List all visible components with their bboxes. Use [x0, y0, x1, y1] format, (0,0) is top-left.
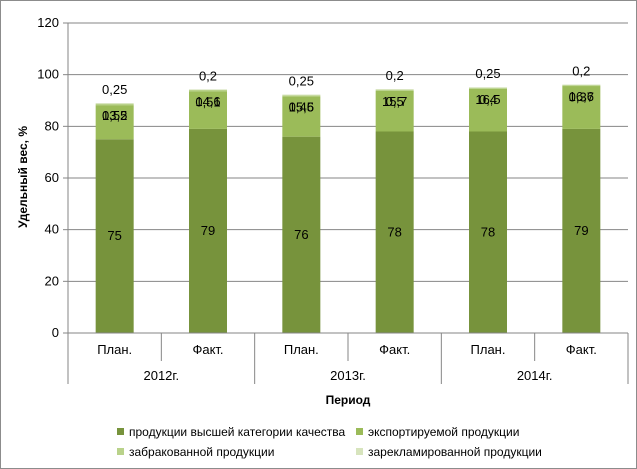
data-label: 78	[481, 224, 495, 239]
data-label: 0,5	[386, 94, 404, 109]
bar-segment	[469, 87, 507, 88]
bar-segment	[189, 128, 227, 333]
bar-segment	[282, 95, 321, 97]
data-label: 0,2	[199, 68, 217, 83]
data-label: 16,5	[475, 92, 500, 107]
data-label: 15,7	[382, 94, 407, 109]
legend-label: экспортируемой продукции	[368, 425, 519, 439]
bar-segment	[375, 90, 414, 132]
x-category-label: Факт.	[379, 342, 410, 357]
bar-segment	[189, 91, 227, 129]
bar-segment	[375, 131, 414, 333]
bar-segment	[189, 89, 227, 92]
data-label: 15,6	[289, 99, 314, 114]
legend-swatch	[356, 428, 363, 435]
y-tick-label: 100	[37, 67, 59, 82]
bar-segment	[469, 131, 507, 333]
legend-swatch	[117, 428, 124, 435]
data-label: 0,25	[102, 82, 127, 97]
data-label: 78	[387, 224, 401, 239]
bar-segment	[282, 136, 321, 333]
bar-segment	[95, 105, 134, 140]
legend: продукции высшей категории качества экспо…	[117, 425, 542, 459]
bar-segment	[469, 88, 507, 132]
data-label: 0,2	[572, 64, 590, 79]
bar-segment	[95, 103, 134, 106]
x-category-label: План.	[471, 342, 506, 357]
bar-segment	[95, 103, 134, 104]
bars	[95, 84, 601, 333]
data-label: 79	[574, 223, 588, 238]
y-tick-label: 0	[52, 325, 59, 340]
bar-segment	[282, 94, 321, 96]
x-category-label: Факт.	[566, 342, 597, 357]
y-tick-label: 120	[37, 15, 59, 30]
legend-swatch	[117, 448, 124, 455]
y-axis: 0 20 40 60 80 100 120	[37, 15, 69, 340]
x-category-label: Факт.	[192, 342, 223, 357]
legend-label: зарекламированной продукции	[368, 445, 542, 459]
data-label: 13,2	[102, 108, 127, 123]
x-category-label: План.	[284, 342, 319, 357]
data-label: 0,51	[195, 94, 220, 109]
bar-segment	[562, 86, 601, 129]
y-axis-title: Удельный вес, %	[16, 126, 30, 228]
data-label: 75	[107, 228, 121, 243]
x-group-label: 2012г.	[143, 368, 179, 383]
bar-segment	[189, 89, 227, 90]
y-tick-label: 20	[45, 273, 59, 288]
bar-segment	[562, 85, 601, 87]
data-label: 14,6	[195, 94, 220, 109]
data-label: 0,37	[569, 90, 594, 105]
x-axis-title: Период	[326, 393, 371, 407]
y-tick-label: 80	[45, 118, 59, 133]
data-label: 79	[201, 223, 215, 238]
bar-segment	[562, 128, 601, 333]
data-label: 0,2	[386, 68, 404, 83]
bar-segment	[562, 84, 601, 86]
bar-labels: 75 13,20,55 0,25 79 14,60,51 0,2 76 15,60,45 0,2…	[102, 64, 594, 244]
y-tick-label: 60	[45, 170, 59, 185]
data-label: 0,25	[289, 74, 314, 89]
data-label: 0,45	[289, 100, 314, 115]
legend-label: продукции высшей категории качества	[129, 425, 346, 439]
x-axis: План. Факт. План. Факт. План. Факт. 2012г. 2013…	[67, 332, 629, 384]
x-group-label: 2014г.	[517, 368, 553, 383]
legend-label: забракованной продукции	[129, 445, 274, 459]
legend-swatch	[356, 448, 363, 455]
data-label: 0,55	[102, 108, 127, 123]
data-label: 0,4	[479, 92, 497, 107]
bar-segment	[282, 96, 321, 137]
bar-segment	[375, 89, 414, 90]
x-group-label: 2013г.	[330, 368, 366, 383]
data-label: 0,25	[475, 66, 500, 81]
x-category-label: План.	[97, 342, 132, 357]
gridlines	[68, 22, 628, 282]
bar-segment	[95, 139, 134, 333]
bar-segment	[469, 87, 507, 89]
bar-segment	[375, 89, 414, 91]
y-tick-label: 40	[45, 222, 59, 237]
data-label: 16,6	[569, 89, 594, 104]
data-label: 76	[294, 227, 308, 242]
